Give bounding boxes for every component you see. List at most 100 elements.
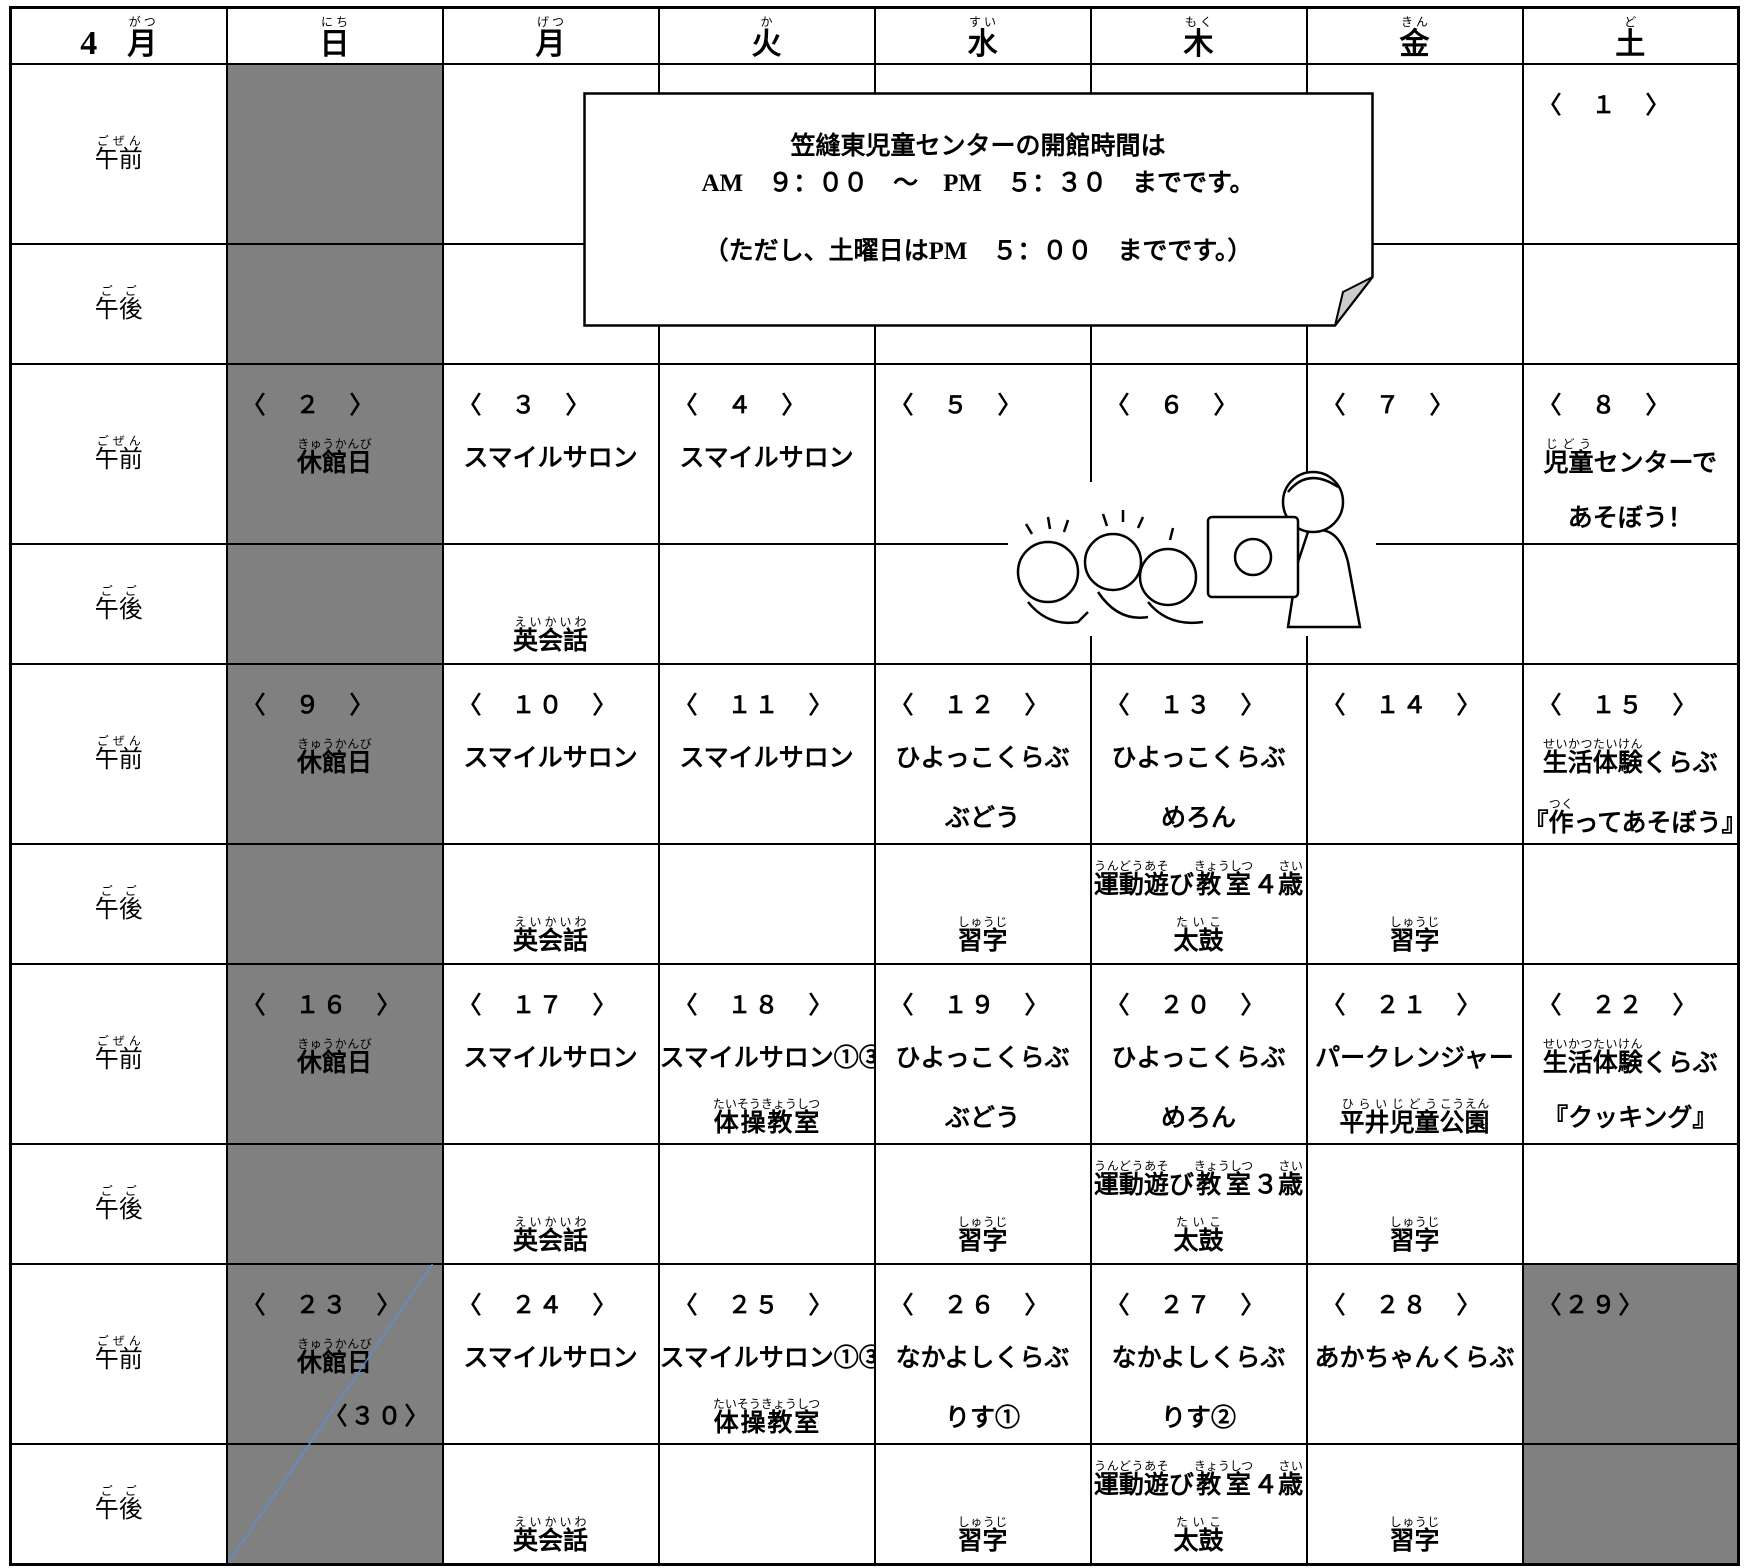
activity-line: 体操教室たいそうきょうしつ xyxy=(661,1097,873,1142)
ruby-base: 運動 xyxy=(1093,1472,1144,1499)
furigana: えいかいわ xyxy=(512,1215,588,1229)
notice-box: 笠縫東児童センターの開館時間は AM ９：００ ～ PM ５：３０ までです。 … xyxy=(583,92,1374,327)
activities: 生活せいかつ体験たいけんくらぶ 『クッキング』 xyxy=(1525,1037,1737,1142)
ruby-base: 太鼓 xyxy=(1173,1228,1224,1255)
ruby-text: 休館日きゅうかんび xyxy=(297,1037,372,1077)
ruby-base: 英会話 xyxy=(512,628,588,655)
activities: 習字しゅうじ xyxy=(1309,901,1521,957)
ruby-text: 遊あそ xyxy=(1144,1159,1169,1201)
date: 〈 １２ 〉 xyxy=(889,693,1052,719)
furigana: たいこ xyxy=(1173,1215,1224,1229)
day-cell xyxy=(225,1143,444,1265)
activity-line: 習字しゅうじ xyxy=(877,1501,1089,1557)
furigana: えいかいわ xyxy=(512,1515,588,1529)
activity-line: 英会話えいかいわ xyxy=(445,1501,657,1557)
ruby-text: 午後ごご xyxy=(94,284,143,323)
furigana: たいこ xyxy=(1173,915,1224,929)
period-label: 午前ごぜん xyxy=(9,363,228,545)
date: 〈 １１ 〉 xyxy=(673,693,836,719)
date: 〈 ２４ 〉 xyxy=(457,1293,620,1319)
date: 〈 １６ 〉 xyxy=(241,993,404,1019)
furigana: ごぜん xyxy=(94,134,143,148)
furigana: ごご xyxy=(94,284,143,298)
illustration xyxy=(1008,470,1376,636)
ruby-base: 運動 xyxy=(1093,1172,1144,1199)
date: 〈 ４ 〉 xyxy=(673,393,809,419)
furigana: ど xyxy=(1615,15,1646,29)
text: めろん xyxy=(1160,1105,1236,1132)
activities: 運動うんどう 遊あそび教室きょうしつ ４ 歳さい 太鼓たいこ xyxy=(1093,846,1305,957)
ruby-text: 休館日きゅうかんび xyxy=(297,1337,372,1377)
text: めろん xyxy=(1160,805,1236,832)
activities: 習字しゅうじ xyxy=(877,1201,1089,1257)
furigana: うんどう xyxy=(1093,1459,1144,1473)
furigana: たいこ xyxy=(1173,1515,1224,1529)
day-cell: 〈２９〉 xyxy=(1521,1263,1740,1445)
text: ひよっこくらぶ xyxy=(1111,1045,1286,1072)
period-label: 午後ごご xyxy=(9,843,228,965)
date: 〈 ２２ 〉 xyxy=(1537,993,1700,1019)
text: あそぼう！ xyxy=(1567,505,1693,532)
day-cell: 運動うんどう 遊あそび教室きょうしつ ４ 歳さい 太鼓たいこ xyxy=(1089,1443,1308,1566)
day-cell xyxy=(1521,543,1740,665)
furigana: ごぜん xyxy=(94,1334,143,1348)
activities: 英会話えいかいわ xyxy=(445,1201,657,1257)
ruby-base: 午後 xyxy=(94,1197,143,1223)
ruby-text: 遊あそ xyxy=(1144,859,1169,901)
day-cell xyxy=(657,543,876,665)
ruby-base: 月 xyxy=(535,28,566,61)
date: 〈 １４ 〉 xyxy=(1321,693,1484,719)
day-cell xyxy=(225,1443,444,1566)
ruby-text: 習字しゅうじ xyxy=(957,915,1007,957)
ruby-text: 運動うんどう xyxy=(1094,859,1144,901)
ruby-text: 生活せいかつ xyxy=(1543,737,1593,777)
day-cell: 習字しゅうじ xyxy=(873,843,1092,965)
activity-line: ひよっこくらぶ xyxy=(877,1037,1089,1097)
date: 〈 ６ 〉 xyxy=(1105,393,1241,419)
day-cell: 習字しゅうじ xyxy=(873,1143,1092,1265)
ruby-base: 教室 xyxy=(1193,1472,1254,1499)
day-cell: 英会話えいかいわ xyxy=(441,543,660,665)
text: スマイルサロン①③ xyxy=(659,1045,875,1072)
day-cell xyxy=(1521,843,1740,965)
furigana: えいかいわ xyxy=(512,915,588,929)
furigana: うんどう xyxy=(1093,859,1144,873)
ruby-text: 日にち xyxy=(320,15,350,61)
activity-line: 英会話えいかいわ xyxy=(445,601,657,657)
day-cell xyxy=(1521,1443,1740,1566)
activity-line: ぶどう xyxy=(877,1097,1089,1142)
activity-line: スマイルサロン xyxy=(445,737,657,797)
furigana: たいけん xyxy=(1592,737,1643,751)
ruby-base: 午前 xyxy=(94,447,143,473)
day-cell: 英会話えいかいわ xyxy=(441,843,660,965)
activity-line: 習字しゅうじ xyxy=(1309,1501,1521,1557)
ruby-text: 児童じどう xyxy=(1543,437,1593,477)
date: 〈 ２３ 〉 xyxy=(241,1293,404,1319)
activity-line: スマイルサロン xyxy=(661,737,873,797)
ruby-base: 教室 xyxy=(1193,1172,1254,1199)
activity-line: スマイルサロン①③ xyxy=(661,1337,873,1397)
ruby-text: 月がつ xyxy=(127,15,157,61)
furigana: ごぜん xyxy=(94,734,143,748)
day-cell xyxy=(225,243,444,365)
furigana: がつ xyxy=(127,15,158,29)
period-label: 午後ごご xyxy=(9,243,228,365)
activity-line: 休館日きゅうかんび xyxy=(229,737,441,797)
date: 〈 １０ 〉 xyxy=(457,693,620,719)
text: なかよしくらぶ xyxy=(1111,1345,1286,1372)
activity-line: 習字しゅうじ xyxy=(1309,1201,1521,1257)
text: パークレンジャー xyxy=(1315,1045,1514,1072)
activity-line: 習字しゅうじ xyxy=(877,901,1089,957)
ruby-base: 午前 xyxy=(94,147,143,173)
ruby-text: 作つく xyxy=(1549,797,1574,837)
activity-line: あそぼう！ xyxy=(1525,497,1737,542)
ruby-base: 体操教室 xyxy=(712,1410,821,1437)
weekday-header: 日にち xyxy=(225,6,444,65)
period-label: 午前ごぜん xyxy=(9,1263,228,1445)
furigana: きゅうかんび xyxy=(296,1037,372,1051)
activity-line: 太鼓たいこ xyxy=(1093,1501,1305,1557)
furigana: しゅうじ xyxy=(957,1215,1008,1229)
ruby-base: 太鼓 xyxy=(1173,1528,1224,1555)
ruby-base: 午後 xyxy=(94,297,143,323)
text: りす② xyxy=(1160,1405,1236,1432)
